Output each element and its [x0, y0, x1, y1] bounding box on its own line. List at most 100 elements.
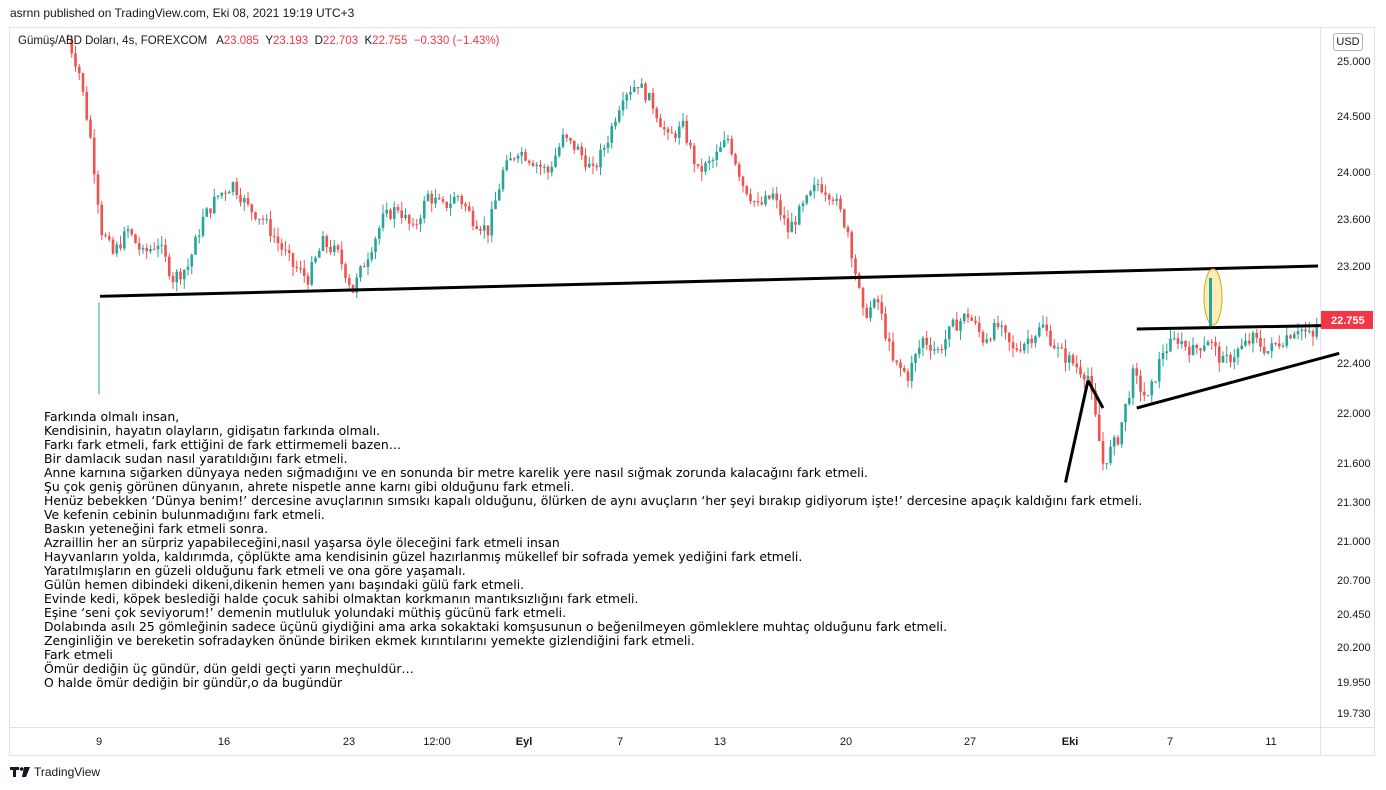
candle-body — [1150, 381, 1154, 396]
currency-button[interactable]: USD — [1333, 33, 1363, 51]
candle-body — [1060, 347, 1064, 349]
note-line: Ve kefenin cebinin bulunmadığını fark et… — [44, 507, 325, 522]
candle-body — [212, 196, 216, 214]
candle-body — [524, 151, 527, 161]
candle-body — [70, 39, 74, 54]
candle-body — [621, 100, 625, 111]
candle-body — [640, 83, 644, 88]
candle-body — [782, 215, 786, 219]
candle-body — [572, 140, 576, 150]
candle-body — [655, 108, 659, 119]
candle-body — [711, 159, 715, 161]
candle-body — [610, 125, 614, 143]
candle-body — [1251, 332, 1255, 344]
candle-body — [1052, 345, 1056, 349]
candle-body — [96, 174, 100, 205]
flagpole-line-2[interactable] — [1086, 379, 1105, 409]
candle-body — [1146, 395, 1150, 397]
candle-body — [801, 203, 805, 207]
candle-body — [1240, 345, 1244, 349]
candle-body — [396, 207, 400, 211]
candle-body — [501, 170, 505, 190]
candle-body — [134, 234, 137, 244]
symbol-legend[interactable]: Gümüş/ABD Doları, 4s, FOREXCOM A23.085 Y… — [18, 35, 499, 47]
candle-body — [115, 244, 119, 254]
candle-body — [299, 268, 302, 270]
candle-body — [302, 268, 306, 276]
candle-body — [1236, 348, 1240, 358]
candle-body — [426, 193, 430, 201]
candle-body — [895, 360, 899, 363]
note-line: Zenginliğin ve bereketin sofradayken önü… — [44, 633, 695, 648]
flag-upper-line[interactable] — [1136, 323, 1332, 331]
candle-body — [261, 218, 265, 220]
time-tick-label: 11 — [1265, 736, 1276, 748]
candle-body — [1247, 340, 1251, 344]
price-tick-label: 22.000 — [1337, 408, 1371, 420]
candle-body — [906, 371, 910, 381]
candle-body — [1285, 335, 1289, 346]
candle-body — [749, 194, 752, 202]
candle-body — [186, 266, 190, 270]
candle-body — [276, 236, 280, 244]
candle-body — [366, 259, 370, 267]
candle-body — [827, 194, 831, 200]
candle-body — [1094, 390, 1097, 415]
last-price-badge — [1321, 310, 1373, 329]
candle-body — [606, 142, 610, 148]
candle-body — [996, 322, 1000, 327]
candle-body — [325, 236, 329, 248]
low-value: 22.703 — [322, 35, 359, 47]
candle-body — [152, 249, 156, 251]
candle-body — [182, 269, 186, 280]
candle-body — [1030, 338, 1034, 343]
candle-body — [554, 155, 557, 167]
candle-body — [509, 158, 512, 161]
highlight-ellipse[interactable] — [1203, 268, 1223, 326]
time-tick-label: 7 — [1167, 736, 1173, 748]
candle-body — [1244, 340, 1247, 346]
candle-body — [1034, 336, 1037, 343]
candle-body — [359, 266, 362, 278]
candle-body — [254, 212, 257, 220]
candle-body — [542, 166, 546, 168]
chart-pane[interactable] — [9, 27, 1375, 756]
note-line: O halde ömür dediğin bir gündür,o da bug… — [44, 675, 343, 690]
candle-body — [666, 129, 670, 133]
symbol-name: Gümüş/ABD Doları, 4s, FOREXCOM — [18, 35, 208, 47]
candle-body — [910, 362, 914, 381]
candle-body — [1109, 446, 1112, 464]
candle-body — [846, 227, 850, 233]
candle-body — [1209, 278, 1212, 326]
flag-lower-line[interactable] — [1136, 351, 1340, 410]
candle-body — [839, 198, 842, 210]
candle-body — [197, 235, 201, 237]
candle-body — [902, 368, 906, 372]
candle-body — [452, 196, 456, 204]
candle-body — [899, 362, 902, 369]
time-tick-label: 20 — [840, 736, 852, 748]
candle-body — [715, 151, 719, 160]
candle-body — [1139, 375, 1142, 392]
candle-body — [1131, 368, 1135, 398]
candle-body — [794, 221, 797, 225]
candle-body — [636, 87, 640, 89]
high-value: 23.193 — [273, 35, 309, 47]
candle-body — [1007, 332, 1011, 343]
candle-body — [464, 204, 467, 207]
candle-body — [407, 214, 411, 224]
annotation-text: Farkında olmalı insan, Kendisinin, hayatı… — [44, 410, 1142, 690]
flagpole-line[interactable] — [1064, 380, 1090, 483]
candle-body — [1214, 342, 1217, 347]
candle-body — [479, 228, 482, 231]
candle-body — [595, 165, 599, 168]
candle-body — [516, 155, 520, 159]
footer-brand[interactable]: TradingView — [10, 765, 100, 779]
candle-body — [887, 338, 891, 342]
support-resistance-line[interactable] — [99, 264, 1319, 298]
candle-body — [257, 218, 261, 220]
candle-body — [647, 92, 651, 101]
candle-body — [355, 277, 359, 293]
candle-body — [914, 354, 917, 363]
